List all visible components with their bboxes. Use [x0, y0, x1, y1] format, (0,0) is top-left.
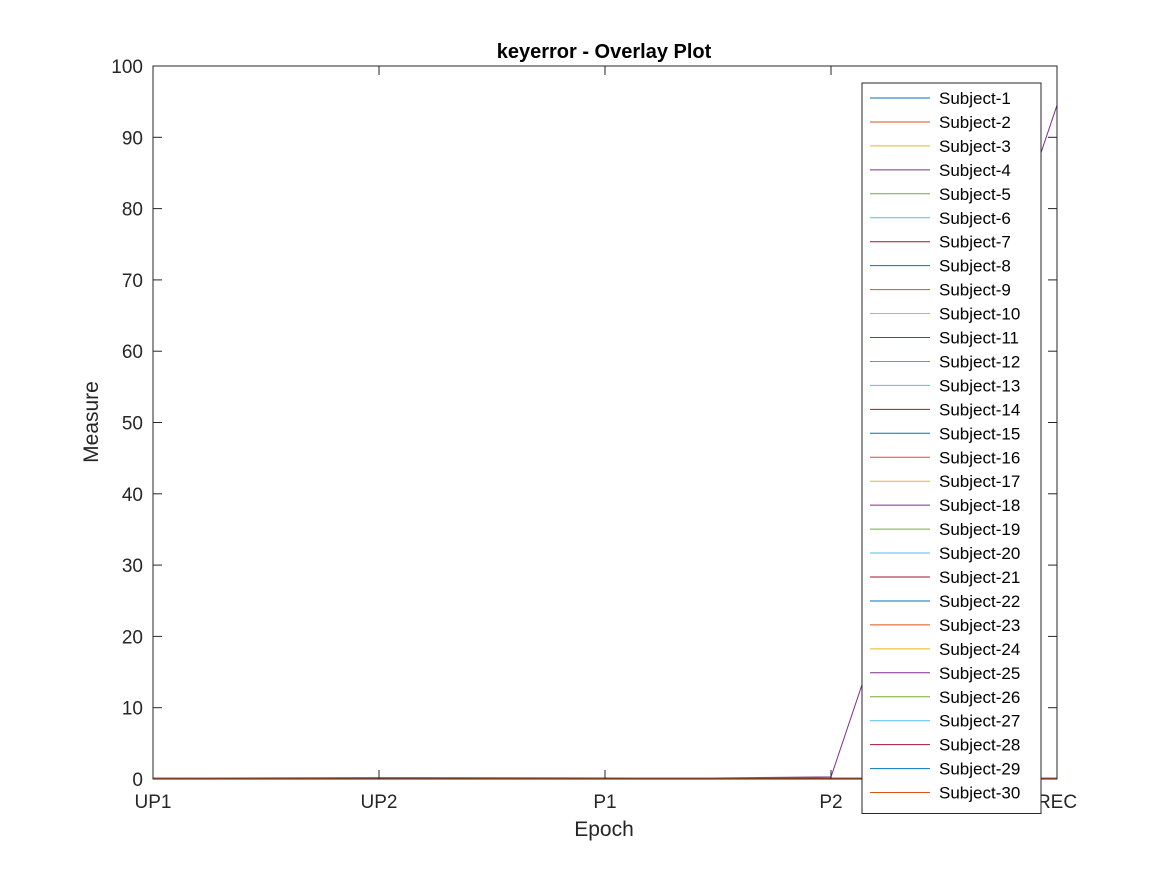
- x-tick-label: REC: [1037, 792, 1077, 813]
- y-tick-label: 40: [122, 485, 143, 506]
- legend-label: Subject-21: [939, 568, 1020, 587]
- legend-label: Subject-5: [939, 185, 1011, 204]
- legend-label: Subject-27: [939, 712, 1020, 731]
- legend-label: Subject-11: [939, 329, 1019, 348]
- x-tick-label: P1: [593, 792, 616, 813]
- legend-box: [861, 82, 1042, 814]
- legend-label: Subject-13: [939, 376, 1020, 395]
- legend-label: Subject-14: [939, 400, 1020, 419]
- y-tick-label: 90: [122, 128, 143, 149]
- legend-label: Subject-4: [939, 161, 1011, 180]
- legend-label: Subject-22: [939, 592, 1020, 611]
- legend: Subject-1 Subject-2 Subject-3 Subject-4 Subj…: [861, 82, 1042, 814]
- legend-label: Subject-20: [939, 544, 1020, 563]
- legend-label: Subject-16: [939, 448, 1020, 467]
- axes-layer: 0 10 20 30 40 50 60 70 80 90 100 UP1 UP2 P1 P2 REC: [111, 57, 1077, 813]
- y-tick-label: 60: [122, 342, 143, 363]
- y-tick-label: 50: [122, 414, 143, 435]
- legend-label: Subject-9: [939, 281, 1011, 300]
- y-tick-label: 30: [122, 556, 143, 577]
- legend-label: Subject-30: [939, 784, 1020, 803]
- y-tick-label: 10: [122, 699, 143, 720]
- legend-label: Subject-25: [939, 664, 1020, 683]
- x-tick-label: UP1: [135, 792, 172, 813]
- legend-label: Subject-29: [939, 760, 1020, 779]
- y-tick-label: 20: [122, 627, 143, 648]
- legend-label: Subject-17: [939, 472, 1020, 491]
- legend-label: Subject-26: [939, 688, 1020, 707]
- y-tick-label: 80: [122, 200, 143, 221]
- legend-label: Subject-7: [939, 233, 1011, 252]
- legend-label: Subject-19: [939, 520, 1020, 539]
- y-axis-label: Measure: [80, 381, 103, 463]
- y-tick-label: 70: [122, 271, 143, 292]
- legend-label: Subject-6: [939, 209, 1011, 228]
- legend-label: Subject-23: [939, 616, 1020, 635]
- legend-label: Subject-15: [939, 424, 1020, 443]
- legend-label: Subject-2: [939, 113, 1011, 132]
- chart-title: keyerror - Overlay Plot: [497, 41, 712, 63]
- legend-label: Subject-8: [939, 257, 1011, 276]
- x-tick-label: P2: [819, 792, 842, 813]
- legend-label: Subject-12: [939, 352, 1020, 371]
- y-tick-label: 0: [132, 770, 143, 791]
- legend-label: Subject-18: [939, 496, 1020, 515]
- y-tick-label: 100: [111, 57, 143, 78]
- x-axis-label: Epoch: [574, 818, 634, 841]
- legend-label: Subject-24: [939, 640, 1020, 659]
- legend-label: Subject-10: [939, 305, 1020, 324]
- legend-label: Subject-1: [939, 89, 1011, 108]
- legend-label: Subject-3: [939, 137, 1011, 156]
- legend-label: Subject-28: [939, 736, 1020, 755]
- x-tick-label: UP2: [361, 792, 398, 813]
